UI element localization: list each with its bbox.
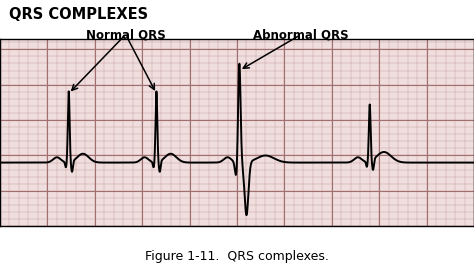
Text: Figure 1-11.  QRS complexes.: Figure 1-11. QRS complexes. <box>145 250 329 263</box>
Text: QRS COMPLEXES: QRS COMPLEXES <box>9 7 149 22</box>
Text: Normal QRS: Normal QRS <box>86 29 165 42</box>
Text: Abnormal QRS: Abnormal QRS <box>253 29 349 42</box>
